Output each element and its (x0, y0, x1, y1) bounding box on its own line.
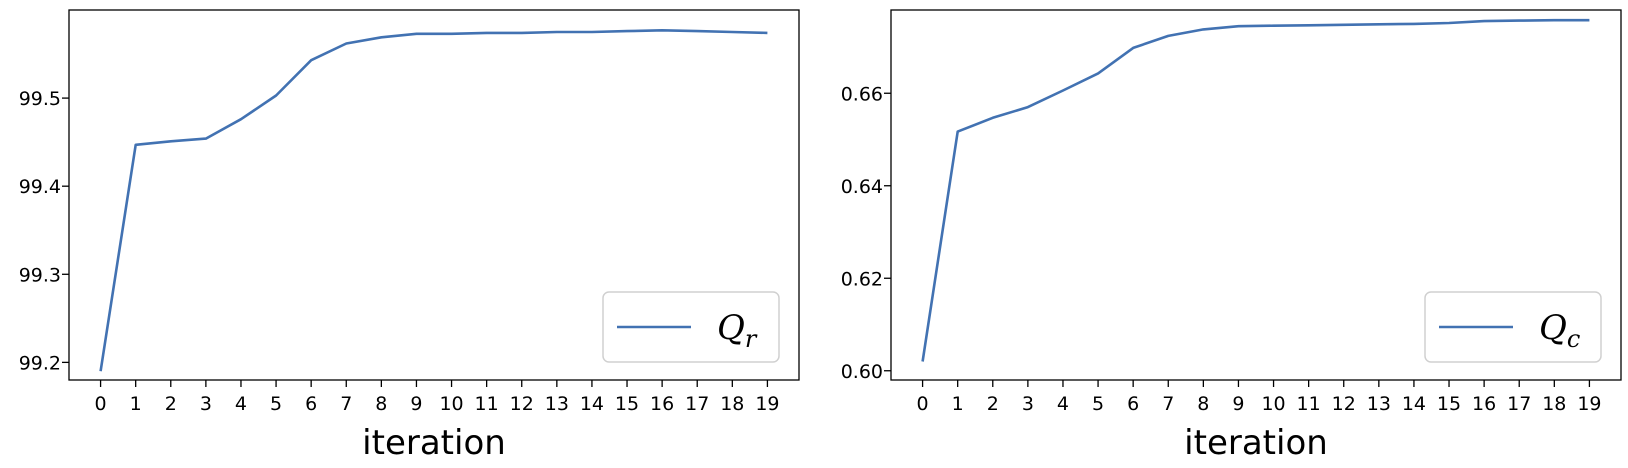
y-tick-label: 99.3 (19, 264, 61, 286)
x-tick-label: 19 (755, 393, 779, 415)
plot-frame (68, 9, 800, 381)
x-tick-label: 15 (615, 393, 639, 415)
x-tick-label: 6 (305, 393, 317, 415)
x-tick-label: 14 (1402, 393, 1426, 415)
x-tick-label: 9 (410, 393, 422, 415)
y-tick-label: 0.62 (841, 268, 883, 290)
x-tick-label: 4 (235, 393, 247, 415)
x-tick-label: 7 (1162, 393, 1174, 415)
legend: Qr (602, 291, 780, 363)
x-tick-label: 7 (340, 393, 352, 415)
x-tick-label: 16 (1472, 393, 1496, 415)
y-tick-label: 0.60 (841, 361, 883, 383)
x-tick-label: 5 (270, 393, 282, 415)
x-tick-label: 8 (375, 393, 387, 415)
x-tick-label: 10 (439, 393, 463, 415)
x-tick-label: 15 (1437, 393, 1461, 415)
series-line-Qc (921, 18, 1590, 362)
x-tick-label: 5 (1092, 393, 1104, 415)
series-line-Qr (99, 28, 768, 372)
legend-label: Qc (1539, 308, 1580, 353)
x-tick-label: 4 (1057, 393, 1069, 415)
x-tick-label: 14 (580, 393, 604, 415)
y-tick-label: 99.5 (19, 88, 61, 110)
x-tick-label: 16 (650, 393, 674, 415)
x-tick-label: 6 (1127, 393, 1139, 415)
chart-panel-2: 0 1 2 3 4 5 6 7 8 9 10 11 12 13 14 15 16 17 18 190.600.620.… (841, 9, 1622, 463)
x-tick-label: 17 (1507, 393, 1531, 415)
x-tick-label: 2 (987, 393, 999, 415)
x-tick-label: 19 (1577, 393, 1601, 415)
y-tick-label: 0.64 (841, 176, 883, 198)
x-tick-label: 3 (200, 393, 212, 415)
legend: Qc (1424, 291, 1602, 363)
x-tick-label: 2 (165, 393, 177, 415)
x-tick-label: 8 (1197, 393, 1209, 415)
legend-label: Qr (717, 308, 758, 353)
x-tick-label: 11 (475, 393, 499, 415)
x-tick-label: 0 (95, 393, 107, 415)
y-tick-label: 99.2 (19, 352, 61, 374)
x-tick-label: 18 (1542, 393, 1566, 415)
x-tick-label: 12 (510, 393, 534, 415)
x-tick-label: 13 (1367, 393, 1391, 415)
x-tick-label: 10 (1261, 393, 1285, 415)
x-tick-label: 1 (952, 393, 964, 415)
chart-panel-1: 0 1 2 3 4 5 6 7 8 9 10 11 12 13 14 15 16 17 18 1999.299.399… (19, 9, 800, 463)
x-tick-label: 13 (545, 393, 569, 415)
x-axis-label: iteration (362, 423, 506, 463)
x-tick-label: 9 (1232, 393, 1244, 415)
x-tick-label: 18 (720, 393, 744, 415)
x-tick-label: 0 (917, 393, 929, 415)
x-tick-label: 11 (1297, 393, 1321, 415)
y-tick-label: 99.4 (19, 176, 61, 198)
x-tick-label: 1 (130, 393, 142, 415)
x-axis-label: iteration (1184, 423, 1328, 463)
x-tick-label: 12 (1332, 393, 1356, 415)
x-tick-label: 3 (1022, 393, 1034, 415)
y-tick-label: 0.66 (841, 83, 883, 105)
x-tick-label: 17 (685, 393, 709, 415)
plot-frame (890, 9, 1622, 381)
